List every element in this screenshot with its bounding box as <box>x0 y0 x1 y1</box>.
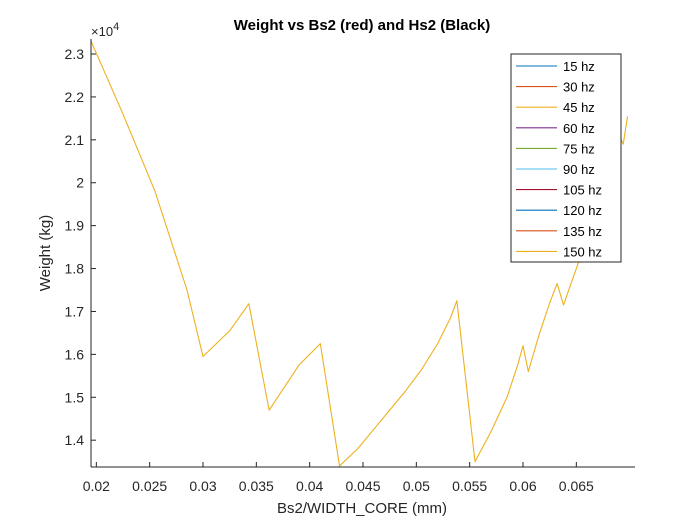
y-exponent-label: ×104 <box>91 21 119 39</box>
y-tick-label: 1.4 <box>65 432 85 448</box>
x-axis-label: Bs2/WIDTH_CORE (mm) <box>277 500 447 517</box>
legend-label: 105 hz <box>563 183 602 198</box>
y-tick-label: 2.3 <box>65 46 85 62</box>
x-tick-label: 0.03 <box>189 478 216 494</box>
legend: 15 hz 30 hz 45 hz 60 hz 75 hz 90 hz 105 hz 120 … <box>510 53 622 263</box>
y-exponent-power: 4 <box>113 21 119 33</box>
x-axis-ticks: 0.02 0.025 0.03 0.035 0.04 0.045 0.05 0.055 0.06… <box>83 462 594 494</box>
y-tick-label: 1.7 <box>65 303 85 319</box>
y-tick-label: 2 <box>76 175 84 191</box>
y-tick-label: 2.1 <box>65 132 85 148</box>
legend-label: 90 hz <box>563 162 595 177</box>
x-tick-label: 0.02 <box>83 478 110 494</box>
legend-label: 60 hz <box>563 121 595 136</box>
legend-label: 75 hz <box>563 141 595 156</box>
legend-label: 135 hz <box>563 224 602 239</box>
y-tick-label: 1.9 <box>65 218 85 234</box>
svg-text:×104: ×104 <box>91 21 119 39</box>
y-tick-label: 1.8 <box>65 261 85 277</box>
y-axis-ticks: 1.4 1.5 1.6 1.7 1.8 1.9 2 2.1 2.2 2.3 <box>65 46 96 448</box>
chart-title: Weight vs Bs2 (red) and Hs2 (Black) <box>234 17 490 34</box>
x-tick-label: 0.06 <box>509 478 536 494</box>
y-tick-label: 1.5 <box>65 389 85 405</box>
legend-label: 45 hz <box>563 100 595 115</box>
legend-label: 120 hz <box>563 203 602 218</box>
x-tick-label: 0.05 <box>403 478 430 494</box>
y-exponent-base: ×10 <box>91 24 113 39</box>
legend-items: 15 hz 30 hz 45 hz 60 hz 75 hz 90 hz 105 hz 120 … <box>516 59 602 259</box>
x-tick-label: 0.025 <box>132 478 167 494</box>
y-tick-label: 1.6 <box>65 346 85 362</box>
x-tick-label: 0.055 <box>452 478 487 494</box>
x-tick-label: 0.035 <box>239 478 274 494</box>
legend-label: 150 hz <box>563 244 602 259</box>
legend-label: 30 hz <box>563 80 595 95</box>
y-tick-label: 2.2 <box>65 89 85 105</box>
legend-label: 15 hz <box>563 59 595 74</box>
legend-box <box>510 53 622 263</box>
x-tick-label: 0.065 <box>559 478 594 494</box>
x-tick-label: 0.04 <box>296 478 323 494</box>
x-tick-label: 0.045 <box>345 478 380 494</box>
y-axis-label: Weight (kg) <box>37 215 54 291</box>
